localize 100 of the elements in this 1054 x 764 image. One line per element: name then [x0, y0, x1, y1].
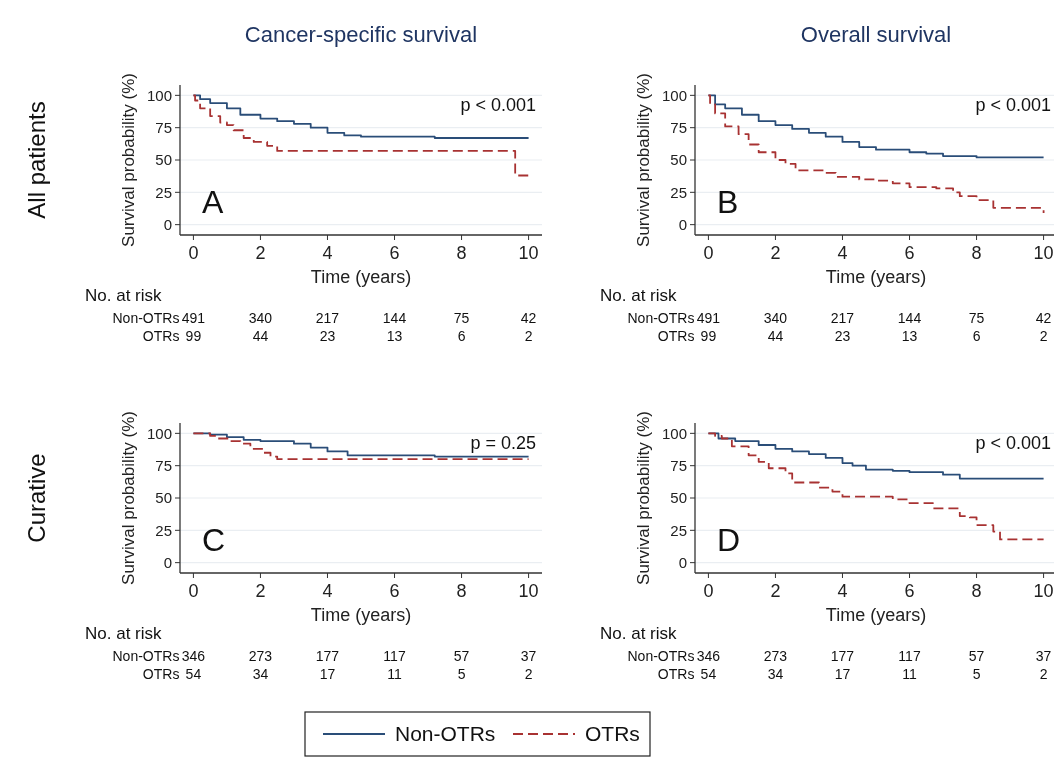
y-tick-label: 100: [661, 86, 687, 104]
text: 57: [968, 648, 985, 664]
annotation: p = 0.25: [470, 433, 536, 453]
text: 54: [700, 666, 717, 682]
text: 75: [453, 310, 470, 326]
text: 11: [902, 666, 917, 682]
text: 37: [520, 648, 537, 664]
text: 117: [898, 648, 921, 664]
x-tick-label: 8: [456, 581, 467, 601]
legend-label: Non-OTRs: [395, 722, 496, 746]
text: 177: [315, 648, 340, 664]
x-axis-title: Time (years): [825, 267, 927, 287]
annotation: p < 0.001: [975, 95, 1051, 115]
annotation: B: [717, 184, 739, 220]
text: Non-OTRs: [627, 310, 695, 326]
y-tick-label: 0: [678, 215, 687, 233]
text: 340: [248, 310, 273, 326]
x-tick-label: 0: [703, 581, 714, 601]
text: 23: [834, 328, 851, 344]
x-tick-label: 4: [322, 581, 333, 601]
text: 23: [319, 328, 336, 344]
annotation: A: [202, 184, 224, 220]
text: 6: [457, 328, 466, 344]
y-tick-label: 50: [670, 151, 687, 169]
y-tick-label: 0: [678, 553, 687, 571]
y-tick-label: 25: [155, 183, 172, 201]
y-axis-title: Survival probability (%): [634, 411, 653, 585]
text: Non-OTRs: [112, 648, 180, 664]
text: OTRs: [142, 328, 180, 344]
legend-label: OTRs: [585, 722, 640, 746]
y-axis-title: Survival probability (%): [634, 73, 653, 247]
x-tick-label: 0: [188, 581, 199, 601]
text: 117: [383, 648, 406, 664]
text: 273: [248, 648, 273, 664]
text: 13: [386, 328, 403, 344]
x-tick-label: 6: [904, 581, 915, 601]
x-tick-label: 8: [971, 581, 982, 601]
y-tick-label: 100: [146, 424, 172, 442]
x-tick-label: 6: [389, 581, 400, 601]
x-tick-label: 2: [770, 581, 781, 601]
y-axis-title: Survival probability (%): [119, 411, 138, 585]
text: 42: [520, 310, 537, 326]
text: OTRs: [142, 666, 180, 682]
y-tick-label: 75: [155, 456, 172, 474]
x-tick-label: 2: [255, 581, 266, 601]
annotation: C: [202, 522, 226, 558]
y-axis-title: Survival probability (%): [119, 73, 138, 247]
y-tick-label: 100: [146, 86, 172, 104]
text: 34: [252, 666, 269, 682]
y-tick-label: 50: [155, 151, 172, 169]
text: 217: [315, 310, 340, 326]
text: 17: [319, 666, 336, 682]
y-tick-label: 50: [155, 489, 172, 507]
text: 13: [901, 328, 918, 344]
x-tick-label: 0: [188, 243, 199, 263]
text: 44: [252, 328, 269, 344]
text: 57: [453, 648, 470, 664]
chart-title: Cancer-specific survival: [244, 22, 478, 47]
chart-title: Overall survival: [800, 22, 952, 47]
x-tick-label: 10: [1033, 581, 1054, 601]
text: 346: [696, 648, 721, 664]
x-axis-title: Time (years): [310, 605, 412, 625]
text: 34: [767, 666, 784, 682]
x-tick-label: 2: [255, 243, 266, 263]
text: 2: [1039, 666, 1048, 682]
x-tick-label: 4: [322, 243, 333, 263]
y-tick-label: 75: [670, 118, 687, 136]
text: 99: [700, 328, 717, 344]
text: OTRs: [657, 328, 695, 344]
x-tick-label: 0: [703, 243, 714, 263]
text: Non-OTRs: [627, 648, 695, 664]
text: No. at risk: [85, 286, 163, 305]
x-tick-label: 8: [971, 243, 982, 263]
text: 177: [830, 648, 855, 664]
text: 144: [382, 310, 407, 326]
x-axis-title: Time (years): [310, 267, 412, 287]
text: 491: [696, 310, 721, 326]
x-tick-label: 10: [1033, 243, 1054, 263]
y-tick-label: 0: [163, 553, 172, 571]
text: 340: [763, 310, 788, 326]
x-tick-label: 8: [456, 243, 467, 263]
text: 6: [972, 328, 981, 344]
text: 144: [897, 310, 922, 326]
y-tick-label: 100: [661, 424, 687, 442]
text: 217: [830, 310, 855, 326]
text: Non-OTRs: [112, 310, 180, 326]
text: 17: [834, 666, 851, 682]
annotation: D: [717, 522, 741, 558]
x-tick-label: 10: [518, 243, 539, 263]
x-tick-label: 4: [837, 243, 848, 263]
y-tick-label: 75: [155, 118, 172, 136]
text: 75: [968, 310, 985, 326]
text: 99: [185, 328, 202, 344]
text: 54: [185, 666, 202, 682]
text: 2: [1039, 328, 1048, 344]
text: 346: [181, 648, 206, 664]
text: 491: [181, 310, 206, 326]
text: 37: [1035, 648, 1052, 664]
x-tick-label: 10: [518, 581, 539, 601]
text: Curative: [23, 453, 50, 543]
